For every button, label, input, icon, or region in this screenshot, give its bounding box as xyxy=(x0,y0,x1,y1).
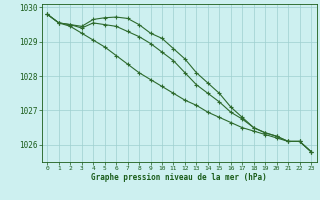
X-axis label: Graphe pression niveau de la mer (hPa): Graphe pression niveau de la mer (hPa) xyxy=(91,173,267,182)
